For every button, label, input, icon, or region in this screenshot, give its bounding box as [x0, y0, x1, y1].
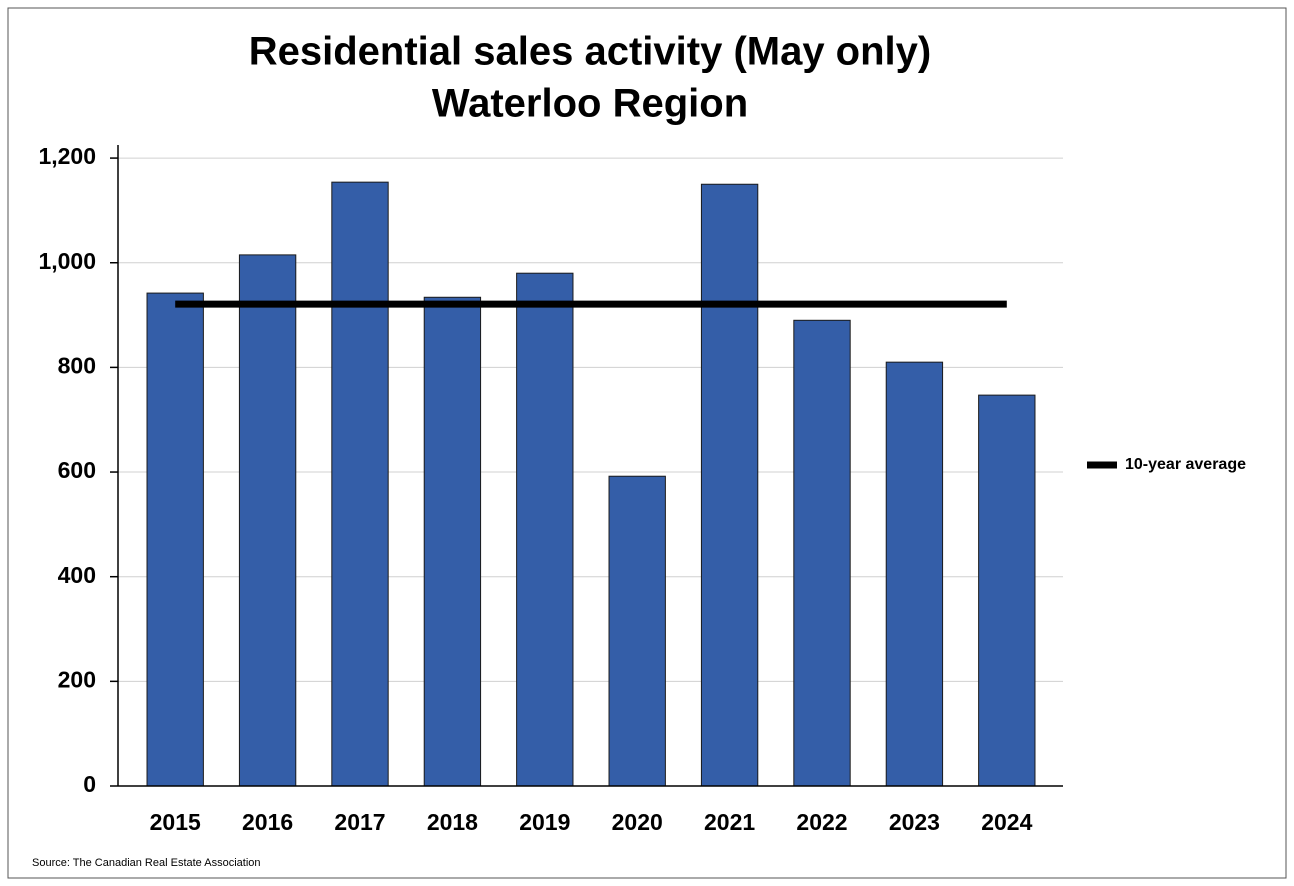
x-tick-label: 2020 [612, 809, 663, 835]
bar [885, 361, 944, 787]
bar [331, 181, 389, 787]
chart-title: Residential sales activity (May only) [249, 30, 931, 74]
y-tick-label: 1,000 [38, 248, 96, 274]
bar [516, 272, 574, 787]
y-tick-label: 800 [58, 352, 96, 378]
bar [700, 183, 759, 787]
y-tick-label: 600 [58, 457, 96, 483]
x-tick-label: 2019 [519, 809, 570, 835]
bar [608, 475, 666, 787]
x-tick-label: 2016 [242, 809, 293, 835]
x-tick-label: 2018 [427, 809, 478, 835]
y-tick-label: 0 [83, 771, 96, 797]
x-tick-label: 2017 [334, 809, 385, 835]
y-tick-label: 400 [58, 562, 96, 588]
chart-subtitle: Waterloo Region [432, 82, 748, 126]
x-tick-label: 2015 [150, 809, 201, 835]
x-tick-label: 2022 [796, 809, 847, 835]
source-note: Source: The Canadian Real Estate Associa… [32, 857, 261, 869]
bar [793, 319, 851, 787]
x-tick-label: 2021 [704, 809, 755, 835]
y-tick-label: 1,200 [38, 143, 96, 169]
bar [423, 296, 482, 787]
x-tick-label: 2024 [981, 809, 1032, 835]
y-tick-label: 200 [58, 666, 96, 692]
legend-label: 10-year average [1125, 456, 1246, 473]
bar [238, 254, 297, 787]
x-tick-label: 2023 [889, 809, 940, 835]
bar [978, 394, 1036, 787]
bar [146, 292, 204, 787]
